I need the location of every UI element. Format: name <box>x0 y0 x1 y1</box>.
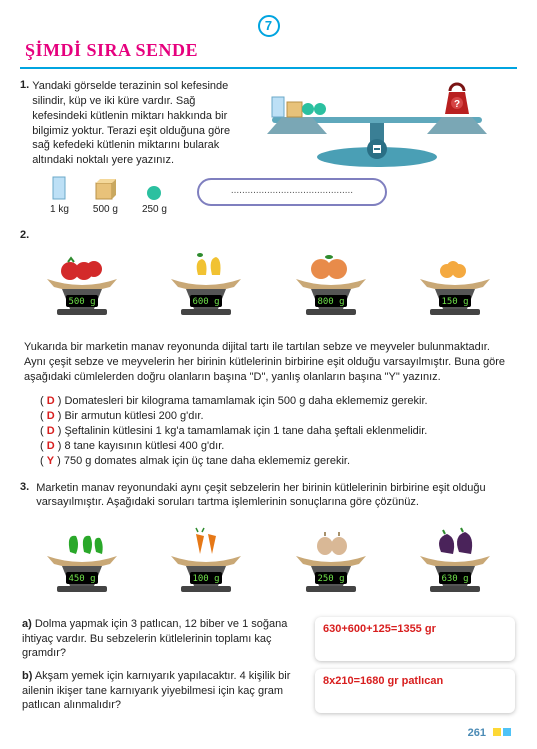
scale-icon: 450 g <box>32 524 132 604</box>
weight-sphere: 250 g <box>142 185 167 215</box>
scale-icon: 500 g <box>32 247 132 327</box>
scale-icon: 630 g <box>405 524 505 604</box>
svg-text:630 g: 630 g <box>441 574 468 584</box>
svg-text:?: ? <box>454 99 460 110</box>
scale-icon: 800 g <box>281 247 381 327</box>
tf-mark[interactable]: D <box>47 440 55 452</box>
question-1: 1. Yandaki görselde terazinin sol kefesi… <box>20 79 517 215</box>
tf-item: ( Y ) 750 g domates almak için üç tane d… <box>40 455 517 467</box>
sub-question: a) Dolma yapmak için 3 patlıcan, 12 bibe… <box>22 617 515 661</box>
q1-text: Yandaki görselde terazinin sol kefesinde… <box>32 79 242 168</box>
page: 7 ŞİMDİ SIRA SENDE 1. Yandaki görselde t… <box>0 0 537 749</box>
svg-text:250 g: 250 g <box>317 574 344 584</box>
decor-square-icon <box>503 728 511 736</box>
header: 7 <box>20 15 517 37</box>
svg-text:450 g: 450 g <box>69 574 96 584</box>
tf-item: ( D ) Şeftalinin kütlesini 1 kg'a tamaml… <box>40 425 517 437</box>
scale-icon: 250 g <box>281 524 381 604</box>
weight-label: 500 g <box>93 204 118 215</box>
scale: 250 g <box>281 524 381 607</box>
weight-legend: 1 kg 500 g 250 g <box>50 175 167 215</box>
svg-text:150 g: 150 g <box>441 297 468 307</box>
scale: 100 g <box>156 524 256 607</box>
scale: 150 g <box>405 247 505 330</box>
badge: 7 <box>258 15 280 37</box>
q3-text: Marketin manav reyonundaki aynı çeşit se… <box>36 481 513 511</box>
svg-text:800 g: 800 g <box>317 297 344 307</box>
tf-mark[interactable]: D <box>47 425 55 437</box>
weight-cube: 500 g <box>93 179 118 215</box>
q3-subs: a) Dolma yapmak için 3 patlıcan, 12 bibe… <box>20 617 517 713</box>
q3-number: 3. <box>20 481 29 493</box>
scale-icon: 600 g <box>156 247 256 327</box>
weight-cylinder: 1 kg <box>50 175 69 215</box>
page-number: 261 <box>20 727 517 739</box>
svg-text:100 g: 100 g <box>193 574 220 584</box>
q3-scales: 450 g 100 g 250 g 630 g <box>20 524 517 607</box>
tf-item: ( D ) Domatesleri bir kilograma tamamlam… <box>40 395 517 407</box>
q2-number: 2. <box>20 229 29 241</box>
question-3: 3. Marketin manav reyonundaki aynı çeşit… <box>20 481 517 714</box>
svg-text:600 g: 600 g <box>193 297 220 307</box>
tf-mark[interactable]: Y <box>47 455 54 467</box>
q1-number: 1. <box>20 79 29 91</box>
answer-blank[interactable]: ........................................… <box>197 178 387 206</box>
page-title: ŞİMDİ SIRA SENDE <box>25 40 517 61</box>
svg-text:500 g: 500 g <box>69 297 96 307</box>
scale: 500 g <box>32 247 132 330</box>
scale-icon: 150 g <box>405 247 505 327</box>
q1-figure: ? <box>242 79 517 177</box>
separator <box>20 67 517 69</box>
page-number-text: 261 <box>468 727 486 739</box>
scale: 450 g <box>32 524 132 607</box>
scale: 630 g <box>405 524 505 607</box>
balance-icon: ? <box>252 79 502 174</box>
sub-text: b) Akşam yemek için karnıyarık yapılacak… <box>22 669 307 713</box>
q2-text: Yukarıda bir marketin manav reyonunda di… <box>24 340 513 385</box>
sub-question: b) Akşam yemek için karnıyarık yapılacak… <box>22 669 515 713</box>
q2-scales: 500 g 600 g 800 g 150 g <box>20 247 517 330</box>
scale: 600 g <box>156 247 256 330</box>
tf-item: ( D ) 8 tane kayısının kütlesi 400 g'dır… <box>40 440 517 452</box>
scale: 800 g <box>281 247 381 330</box>
weight-label: 250 g <box>142 204 167 215</box>
question-2: 2. 500 g 600 g 800 g <box>20 229 517 467</box>
tf-item: ( D ) Bir armutun kütlesi 200 g'dır. <box>40 410 517 422</box>
answer-card[interactable]: 630+600+125=1355 gr <box>315 617 515 661</box>
answer-card[interactable]: 8x210=1680 gr patlıcan <box>315 669 515 713</box>
weight-label: 1 kg <box>50 204 69 215</box>
tf-mark[interactable]: D <box>47 395 55 407</box>
decor-square-icon <box>493 728 501 736</box>
tf-mark[interactable]: D <box>47 410 55 422</box>
scale-icon: 100 g <box>156 524 256 604</box>
sub-text: a) Dolma yapmak için 3 patlıcan, 12 bibe… <box>22 617 307 661</box>
q2-items: ( D ) Domatesleri bir kilograma tamamlam… <box>20 395 517 467</box>
